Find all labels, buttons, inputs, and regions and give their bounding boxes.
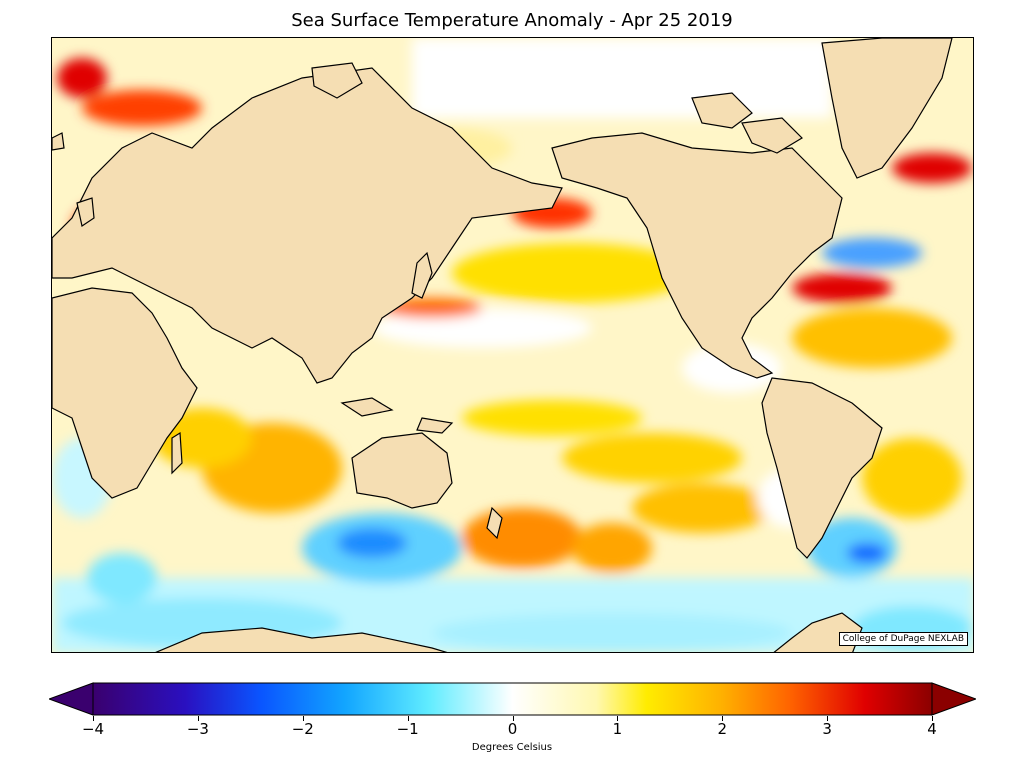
colorbar-tick-label: 1: [612, 720, 623, 738]
map-title: Sea Surface Temperature Anomaly - Apr 25…: [291, 10, 733, 31]
sst-map-svg: [52, 38, 973, 652]
colorbar-tick-label: 2: [717, 720, 728, 738]
colorbar-title: Degrees Celsius: [471, 742, 553, 753]
colorbar-tick-mark: [407, 716, 409, 721]
colorbar-tick-mark: [512, 716, 514, 721]
colorbar-tick-label: −3: [186, 720, 209, 738]
colorbar-tick-label: 0: [507, 720, 518, 738]
colorbar-tick-mark: [197, 716, 199, 721]
colorbar-tick-label: 3: [822, 720, 832, 738]
colorbar-gradient: [93, 683, 932, 715]
colorbar-low-extend: [49, 682, 94, 716]
credit-label: College of DuPage NEXLAB: [838, 632, 968, 646]
land-masses: [52, 38, 953, 652]
colorbar-tick-label: 4: [927, 720, 937, 738]
colorbar-tick-label: −4: [81, 720, 105, 738]
colorbar-tick-mark: [617, 716, 619, 721]
colorbar-tick-mark: [827, 716, 829, 721]
colorbar-high-extend: [931, 682, 976, 716]
sst-anomaly-map: College of DuPage NEXLAB: [51, 37, 974, 653]
colorbar-tick-mark: [302, 716, 304, 721]
colorbar-tick-label: −2: [291, 720, 314, 738]
colorbar-tick-label: −1: [396, 720, 419, 738]
colorbar-tick-mark: [722, 716, 724, 721]
colorbar-tick-mark: [93, 716, 94, 721]
colorbar-tick-mark: [932, 716, 933, 721]
colorbar: [49, 682, 976, 716]
